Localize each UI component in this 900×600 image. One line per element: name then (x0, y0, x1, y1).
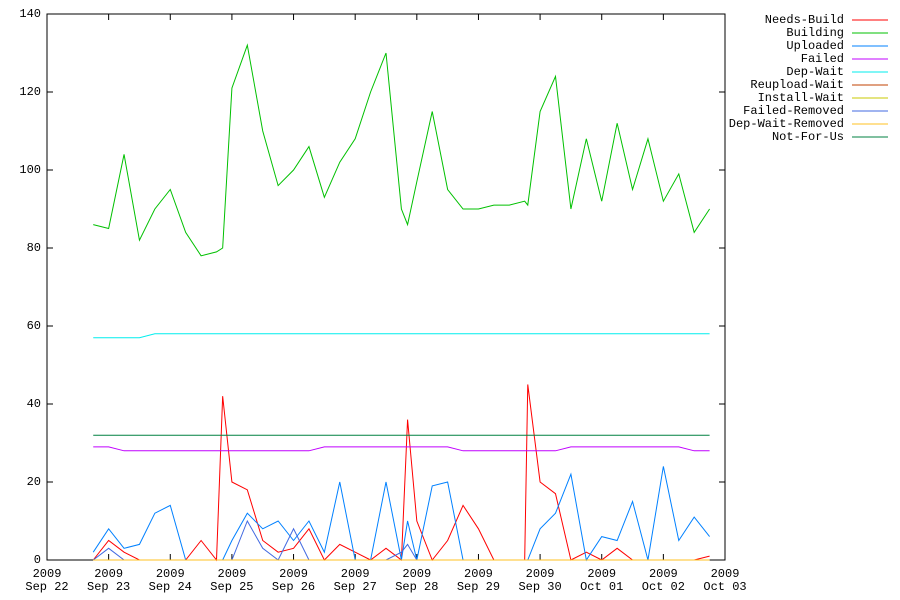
x-tick-label: Sep 30 (518, 580, 561, 594)
x-tick-year: 2009 (711, 567, 740, 581)
legend-label: Not-For-Us (772, 130, 844, 144)
series-line (92, 384, 710, 562)
series-line (93, 333, 710, 339)
legend-label: Building (786, 26, 844, 40)
x-tick-label: Sep 24 (149, 580, 192, 594)
y-tick-label: 0 (34, 553, 41, 567)
x-tick-year: 2009 (587, 567, 616, 581)
legend-label: Dep-Wait-Removed (729, 117, 844, 131)
x-tick-year: 2009 (341, 567, 370, 581)
x-tick-year: 2009 (94, 567, 123, 581)
legend-label: Failed (801, 52, 844, 66)
y-tick-label: 140 (19, 7, 41, 21)
x-tick-label: Sep 25 (210, 580, 253, 594)
x-tick-label: Sep 26 (272, 580, 315, 594)
legend-label: Failed-Removed (743, 104, 844, 118)
plot-frame (46, 13, 726, 561)
x-tick-year: 2009 (526, 567, 555, 581)
x-tick-label: Sep 27 (334, 580, 377, 594)
x-tick-label: Sep 29 (457, 580, 500, 594)
x-tick-label: Oct 03 (703, 580, 746, 594)
x-tick-year: 2009 (33, 567, 62, 581)
x-tick-year: 2009 (464, 567, 493, 581)
x-tick-year: 2009 (649, 567, 678, 581)
series-line (92, 466, 710, 562)
series-line (93, 43, 711, 257)
series-line (93, 446, 710, 452)
y-tick-label: 80 (27, 241, 41, 255)
legend-label: Needs-Build (765, 13, 844, 27)
x-tick-label: Oct 01 (580, 580, 623, 594)
y-tick-label: 100 (19, 163, 41, 177)
x-tick-label: Sep 23 (87, 580, 130, 594)
y-tick-label: 20 (27, 475, 41, 489)
y-tick-label: 60 (27, 319, 41, 333)
x-tick-label: Sep 22 (25, 580, 68, 594)
legend-label: Reupload-Wait (750, 78, 844, 92)
legend-label: Dep-Wait (786, 65, 844, 79)
x-tick-year: 2009 (279, 567, 308, 581)
y-tick-label: 120 (19, 85, 41, 99)
x-tick-label: Oct 02 (642, 580, 685, 594)
x-tick-year: 2009 (156, 567, 185, 581)
x-tick-year: 2009 (218, 567, 247, 581)
x-tick-label: Sep 28 (395, 580, 438, 594)
y-tick-label: 40 (27, 397, 41, 411)
x-tick-year: 2009 (402, 567, 431, 581)
legend-label: Uploaded (786, 39, 844, 53)
legend-label: Install-Wait (758, 91, 844, 105)
